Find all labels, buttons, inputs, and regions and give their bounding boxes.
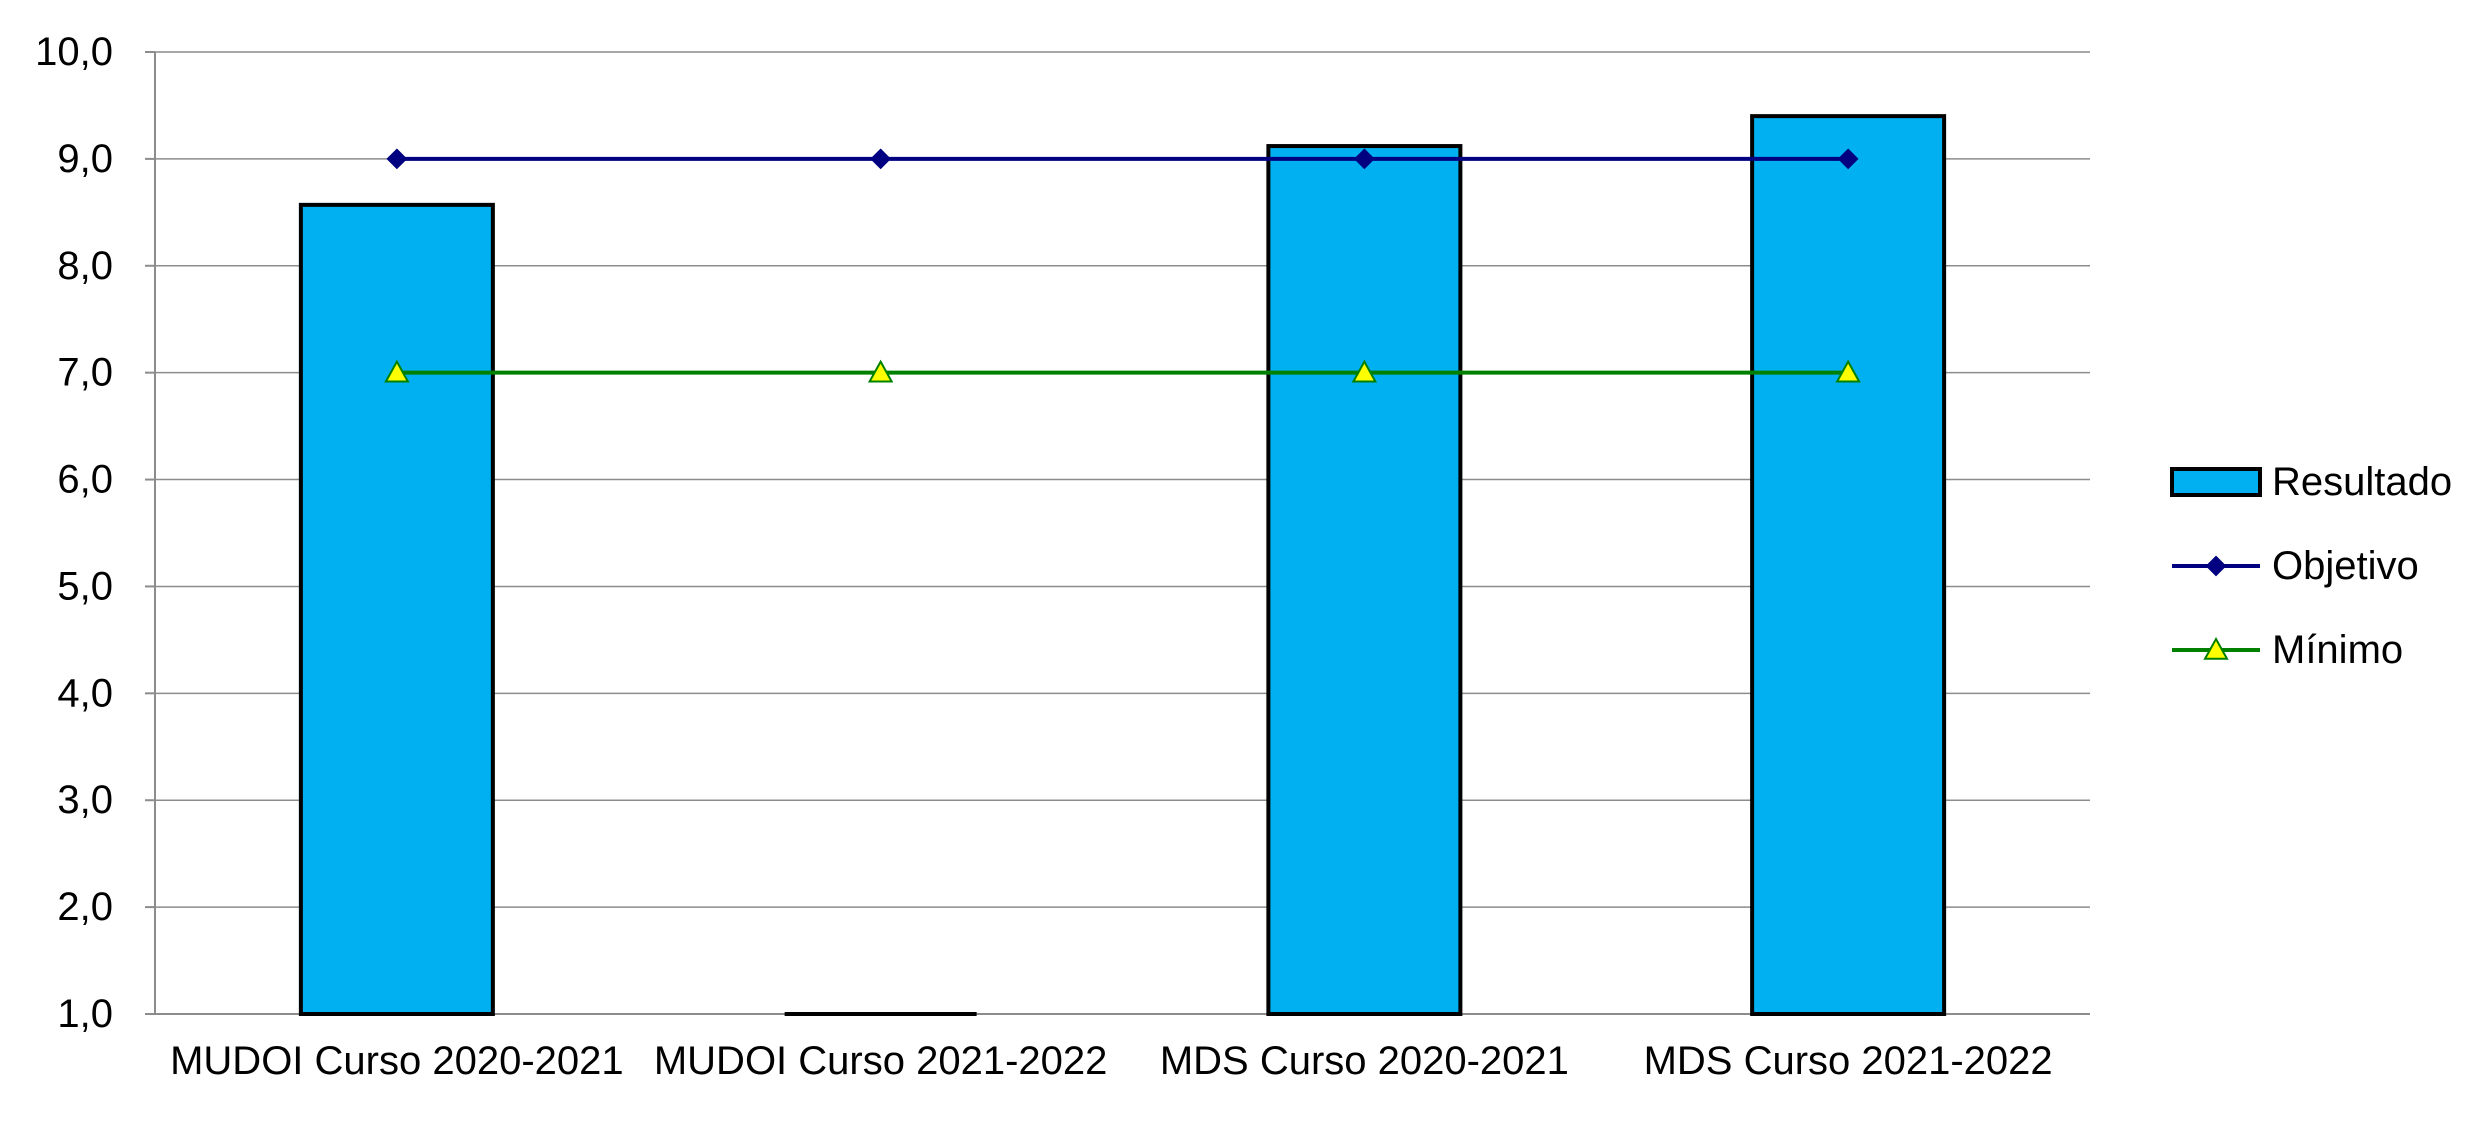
y-tick-labels: 1,0 2,0 3,0 4,0 5,0 6,0 7,0 8,0 9,0 10,0 [35, 30, 113, 1036]
y-tick-label-9: 10,0 [35, 30, 113, 74]
series-lines [384, 148, 1861, 383]
x-category-label-2: MDS Curso 2020-2021 [1160, 1039, 1569, 1083]
x-category-labels: MUDOI Curso 2020-2021 MUDOI Curso 2021-20… [170, 1039, 2053, 1083]
point-m-nimo-3 [1835, 359, 1861, 383]
point-m-nimo-2 [1351, 359, 1378, 383]
legend-swatch-resultado [2170, 467, 2262, 497]
y-tick-label-1: 2,0 [57, 885, 113, 929]
legend-label-objetivo: Objetivo [2272, 544, 2419, 588]
point-m-nimo-1 [867, 359, 894, 383]
point-objetivo-3 [1837, 148, 1859, 170]
y-tick-label-7: 8,0 [57, 244, 113, 288]
legend: Resultado Objetivo Mínimo [2170, 460, 2452, 672]
bar-0 [298, 202, 495, 1016]
bar-3 [1750, 114, 1947, 1016]
bars [298, 114, 1947, 1017]
x-category-label-3: MDS Curso 2021-2022 [1644, 1039, 2053, 1083]
legend-label-m-nimo: Mínimo [2272, 628, 2403, 672]
y-tick-label-4: 5,0 [57, 564, 113, 608]
x-category-label-1: MUDOI Curso 2021-2022 [654, 1039, 1108, 1083]
y-tick-label-3: 4,0 [57, 671, 113, 715]
y-tick-label-0: 1,0 [57, 992, 113, 1036]
y-tick-label-8: 9,0 [57, 137, 113, 181]
legend-label-resultado: Resultado [2272, 460, 2452, 504]
bar-2 [1266, 144, 1463, 1017]
legend-marker-m-nimo [2203, 636, 2229, 660]
legend-marker-objetivo [2205, 555, 2227, 577]
point-objetivo-1 [870, 148, 892, 170]
point-objetivo-2 [1353, 148, 1375, 170]
point-m-nimo-0 [384, 359, 410, 383]
y-tick-label-6: 7,0 [57, 351, 113, 395]
point-objetivo-0 [386, 148, 408, 170]
y-tick-label-2: 3,0 [57, 778, 113, 822]
x-category-label-0: MUDOI Curso 2020-2021 [170, 1039, 624, 1083]
y-tick-label-5: 6,0 [57, 458, 113, 502]
